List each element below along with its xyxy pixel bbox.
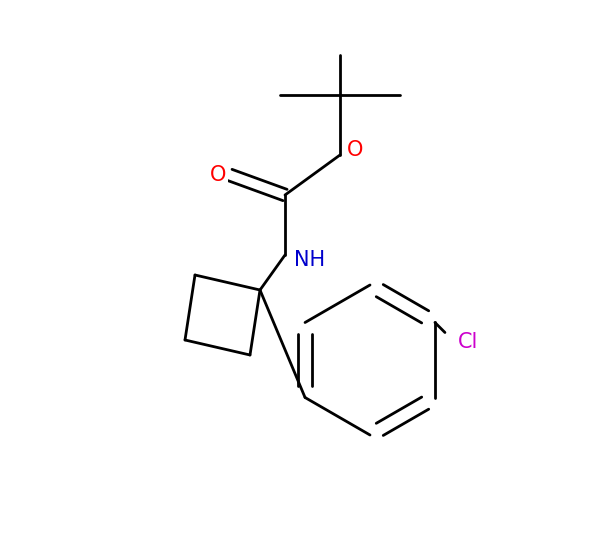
Text: O: O xyxy=(347,140,363,160)
Text: NH: NH xyxy=(294,250,326,270)
Text: Cl: Cl xyxy=(458,333,478,353)
Text: O: O xyxy=(210,165,226,185)
